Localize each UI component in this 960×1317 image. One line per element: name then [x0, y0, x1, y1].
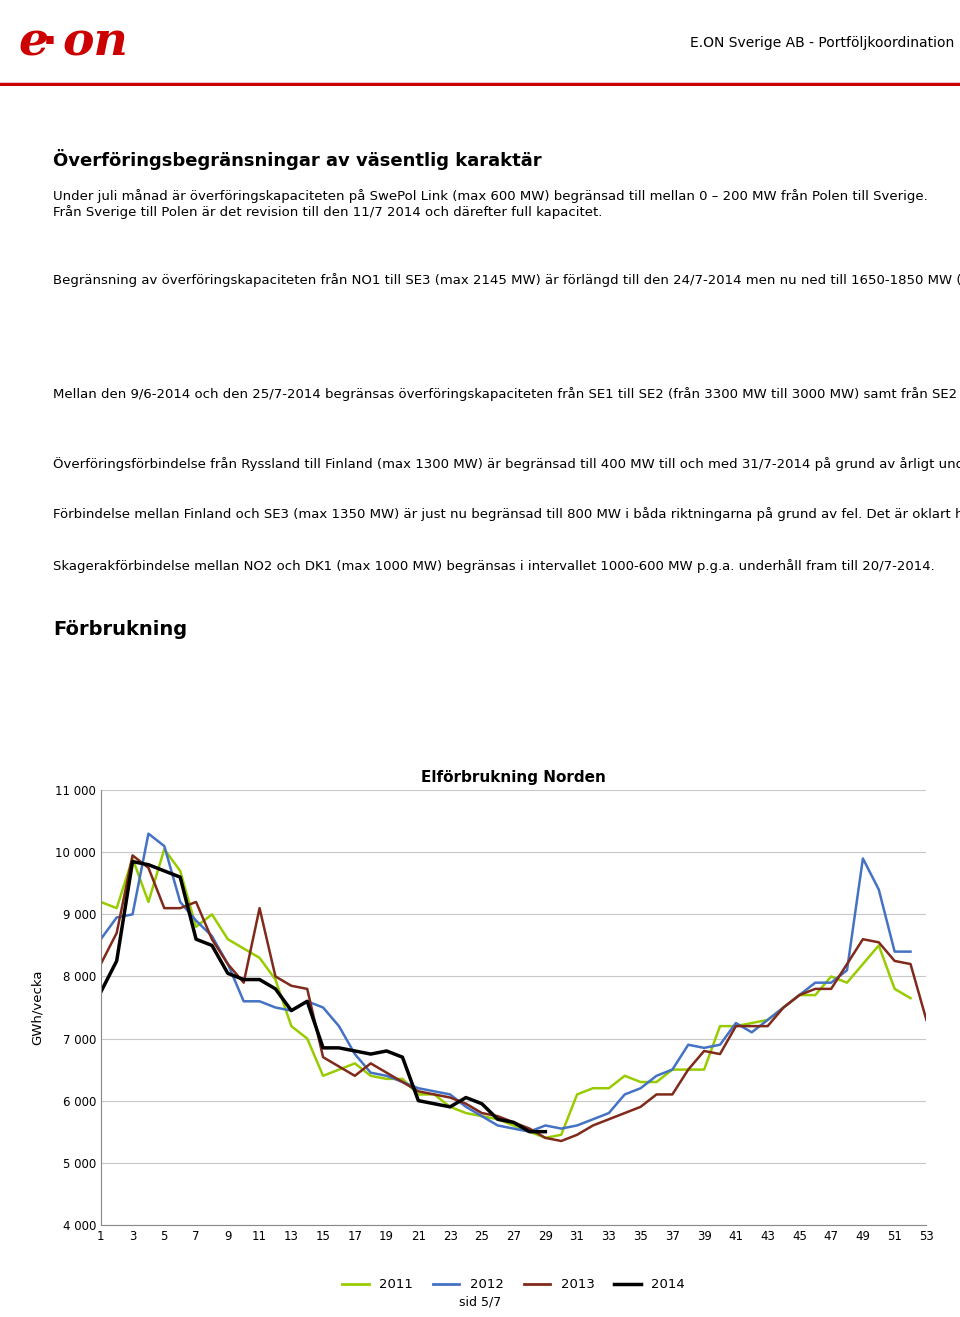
Text: Överföringsförbindelse från Ryssland till Finland (max 1300 MW) är begränsad til: Överföringsförbindelse från Ryssland til… [53, 457, 960, 471]
Text: e: e [18, 20, 48, 66]
Text: Skagerakförbindelse mellan NO2 och DK1 (max 1000 MW) begränsas i intervallet 100: Skagerakförbindelse mellan NO2 och DK1 (… [53, 560, 935, 573]
Text: Överföringsbegränsningar av väsentlig karaktär: Överföringsbegränsningar av väsentlig ka… [53, 149, 541, 170]
Text: Mellan den 9/6-2014 och den 25/7-2014 begränsas överföringskapaciteten från SE1 : Mellan den 9/6-2014 och den 25/7-2014 be… [53, 387, 960, 402]
Text: E.ON Sverige AB - Portföljkoordination: E.ON Sverige AB - Portföljkoordination [690, 36, 954, 50]
Text: on: on [62, 20, 128, 66]
Text: Förbindelse mellan Finland och SE3 (max 1350 MW) är just nu begränsad till 800 M: Förbindelse mellan Finland och SE3 (max … [53, 507, 960, 522]
Text: Under juli månad är överföringskapaciteten på SwePol Link (max 600 MW) begränsad: Under juli månad är överföringskapacitet… [53, 190, 927, 220]
Y-axis label: GWh/vecka: GWh/vecka [31, 969, 44, 1046]
Title: Elförbrukning Norden: Elförbrukning Norden [421, 770, 606, 785]
Legend: 2011, 2012, 2013, 2014: 2011, 2012, 2013, 2014 [337, 1274, 690, 1296]
Text: Begränsning av överföringskapaciteten från NO1 till SE3 (max 2145 MW) är förläng: Begränsning av överföringskapaciteten fr… [53, 273, 960, 287]
Text: sid 5/7: sid 5/7 [459, 1296, 501, 1309]
Text: ·: · [42, 22, 58, 63]
Text: Förbrukning: Förbrukning [53, 620, 187, 639]
